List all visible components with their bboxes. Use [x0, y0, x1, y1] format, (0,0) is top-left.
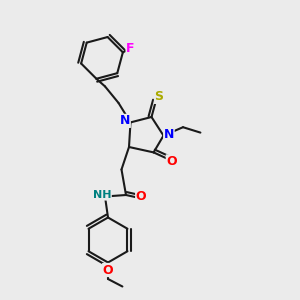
Text: O: O — [136, 190, 146, 203]
Text: N: N — [164, 128, 174, 142]
Text: O: O — [103, 263, 113, 277]
Text: O: O — [166, 155, 177, 168]
Text: F: F — [126, 42, 135, 55]
Text: S: S — [154, 90, 164, 104]
Text: N: N — [120, 114, 130, 128]
Text: NH: NH — [93, 190, 111, 200]
